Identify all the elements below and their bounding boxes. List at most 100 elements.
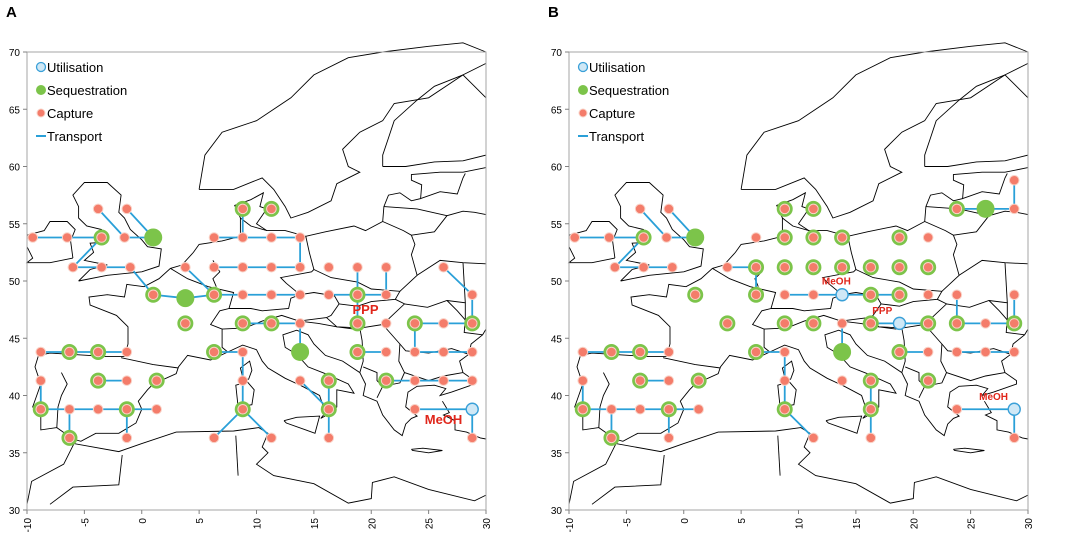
capture-site-3 [661, 232, 672, 243]
map-outline-33 [240, 217, 267, 232]
x-tick-label: -5 [622, 518, 633, 527]
legend: Utilisation Sequestration Capture Transport [35, 60, 127, 144]
capture-site-62 [577, 375, 589, 386]
map-outline-11 [26, 427, 487, 505]
capture-site-72 [237, 403, 249, 415]
transport-link-23 [442, 266, 473, 296]
capture-site-36 [894, 289, 905, 301]
map-outline-2 [614, 182, 704, 282]
capture-site-41 [779, 318, 791, 329]
panel-letter: A [6, 4, 17, 21]
capture-site-19 [779, 232, 791, 243]
capture-site-76 [865, 403, 877, 415]
map-outline-8 [235, 381, 255, 408]
capture-site-47 [352, 346, 363, 358]
x-tick-label: -10 [23, 518, 34, 533]
utilisation-site-78 [1007, 402, 1021, 416]
capture-site-72 [634, 403, 646, 415]
capture-site-64 [409, 375, 421, 386]
capture-site-23 [922, 232, 934, 243]
map-outline-32 [462, 262, 466, 303]
map-outline-9 [283, 415, 321, 434]
y-tick-label: 35 [551, 449, 563, 460]
sequestration-site-4 [686, 228, 705, 247]
transport-link-2 [97, 208, 126, 239]
capture-site-21 [208, 232, 220, 243]
panel-letter: B [548, 4, 559, 21]
capture-site-67 [35, 403, 47, 415]
map-outline-3 [567, 221, 618, 264]
y-tick-label: 60 [551, 163, 563, 174]
capture-site-61 [663, 346, 675, 358]
legend-utilisation-symbol [35, 61, 47, 73]
capture-site-18 [750, 232, 762, 243]
capture-site-9 [666, 261, 678, 273]
map-outline-12 [121, 357, 179, 369]
sequestration-site-27 [976, 199, 995, 218]
map-outline-11 [568, 427, 1029, 505]
capture-site-79 [266, 432, 277, 444]
capture-site-55 [121, 346, 133, 358]
map-outline-25 [946, 372, 1006, 382]
capture-site-24 [779, 203, 791, 215]
capture-site-67 [836, 375, 848, 386]
legend-utilisation-symbol [577, 61, 589, 73]
map-outline-22 [924, 324, 1011, 355]
map-outline-29 [383, 206, 448, 217]
legend-capture-symbol [578, 108, 588, 118]
map-outline-2 [72, 182, 162, 282]
capture-site-32 [352, 261, 363, 273]
map-outline-17 [279, 236, 315, 296]
legend-capture-symbol [36, 108, 46, 118]
map-outline-9 [825, 415, 863, 434]
legend-label-sequestration: Sequestration [589, 83, 669, 98]
capture-site-58 [121, 375, 133, 386]
x-tick-label: 5 [737, 518, 748, 524]
capture-site-81 [808, 432, 819, 444]
map-outline-13 [56, 372, 68, 428]
capture-site-60 [634, 346, 646, 358]
capture-site-29 [1008, 174, 1020, 186]
y-tick-label: 50 [551, 277, 563, 288]
map-outline-30 [420, 173, 466, 200]
x-tick-label: 10 [253, 518, 264, 530]
y-tick-label: 40 [551, 392, 563, 403]
y-tick-label: 45 [551, 334, 563, 345]
capture-site-60 [237, 375, 249, 386]
capture-site-57 [1008, 346, 1020, 358]
capture-site-12 [779, 261, 791, 273]
utilisation-site-34 [835, 288, 849, 302]
y-tick-label: 30 [551, 506, 563, 517]
capture-site-37 [266, 318, 277, 329]
map-outline-1 [382, 74, 487, 167]
capture-site-9 [124, 261, 136, 273]
capture-site-59 [151, 375, 162, 386]
map-outline-28 [411, 210, 487, 236]
site-label-meoh-0: MeOH [822, 276, 851, 287]
capture-site-16 [894, 261, 905, 273]
capture-site-69 [922, 375, 934, 386]
map-outline-4 [38, 167, 487, 358]
capture-site-43 [466, 318, 478, 329]
site-label-meoh-2: MeOH [979, 392, 1008, 403]
site-label-meoh-1: MeOH [425, 412, 463, 427]
map-panel-a: 30 35 40 45 50 55 60 65 70 -10 -5 0 5 10 15 20 25 30 PPP Me… [9, 42, 493, 533]
capture-site-0 [27, 232, 39, 243]
y-tick-label: 45 [9, 334, 21, 345]
map-outline-34 [591, 454, 665, 505]
capture-site-70 [121, 403, 133, 415]
x-tick-label: 25 [967, 518, 978, 530]
capture-site-39 [1008, 289, 1020, 301]
map-outline-20 [326, 298, 406, 330]
capture-site-57 [92, 375, 104, 386]
map-outline-19 [339, 291, 401, 307]
capture-site-79 [606, 432, 617, 444]
capture-site-28 [1008, 203, 1020, 215]
x-tick-label: 30 [1024, 518, 1035, 530]
capture-site-40 [380, 318, 392, 329]
capture-site-54 [92, 346, 104, 358]
capture-site-76 [64, 432, 75, 444]
capture-site-50 [438, 346, 449, 358]
capture-site-33 [808, 289, 819, 301]
capture-site-38 [294, 318, 306, 329]
